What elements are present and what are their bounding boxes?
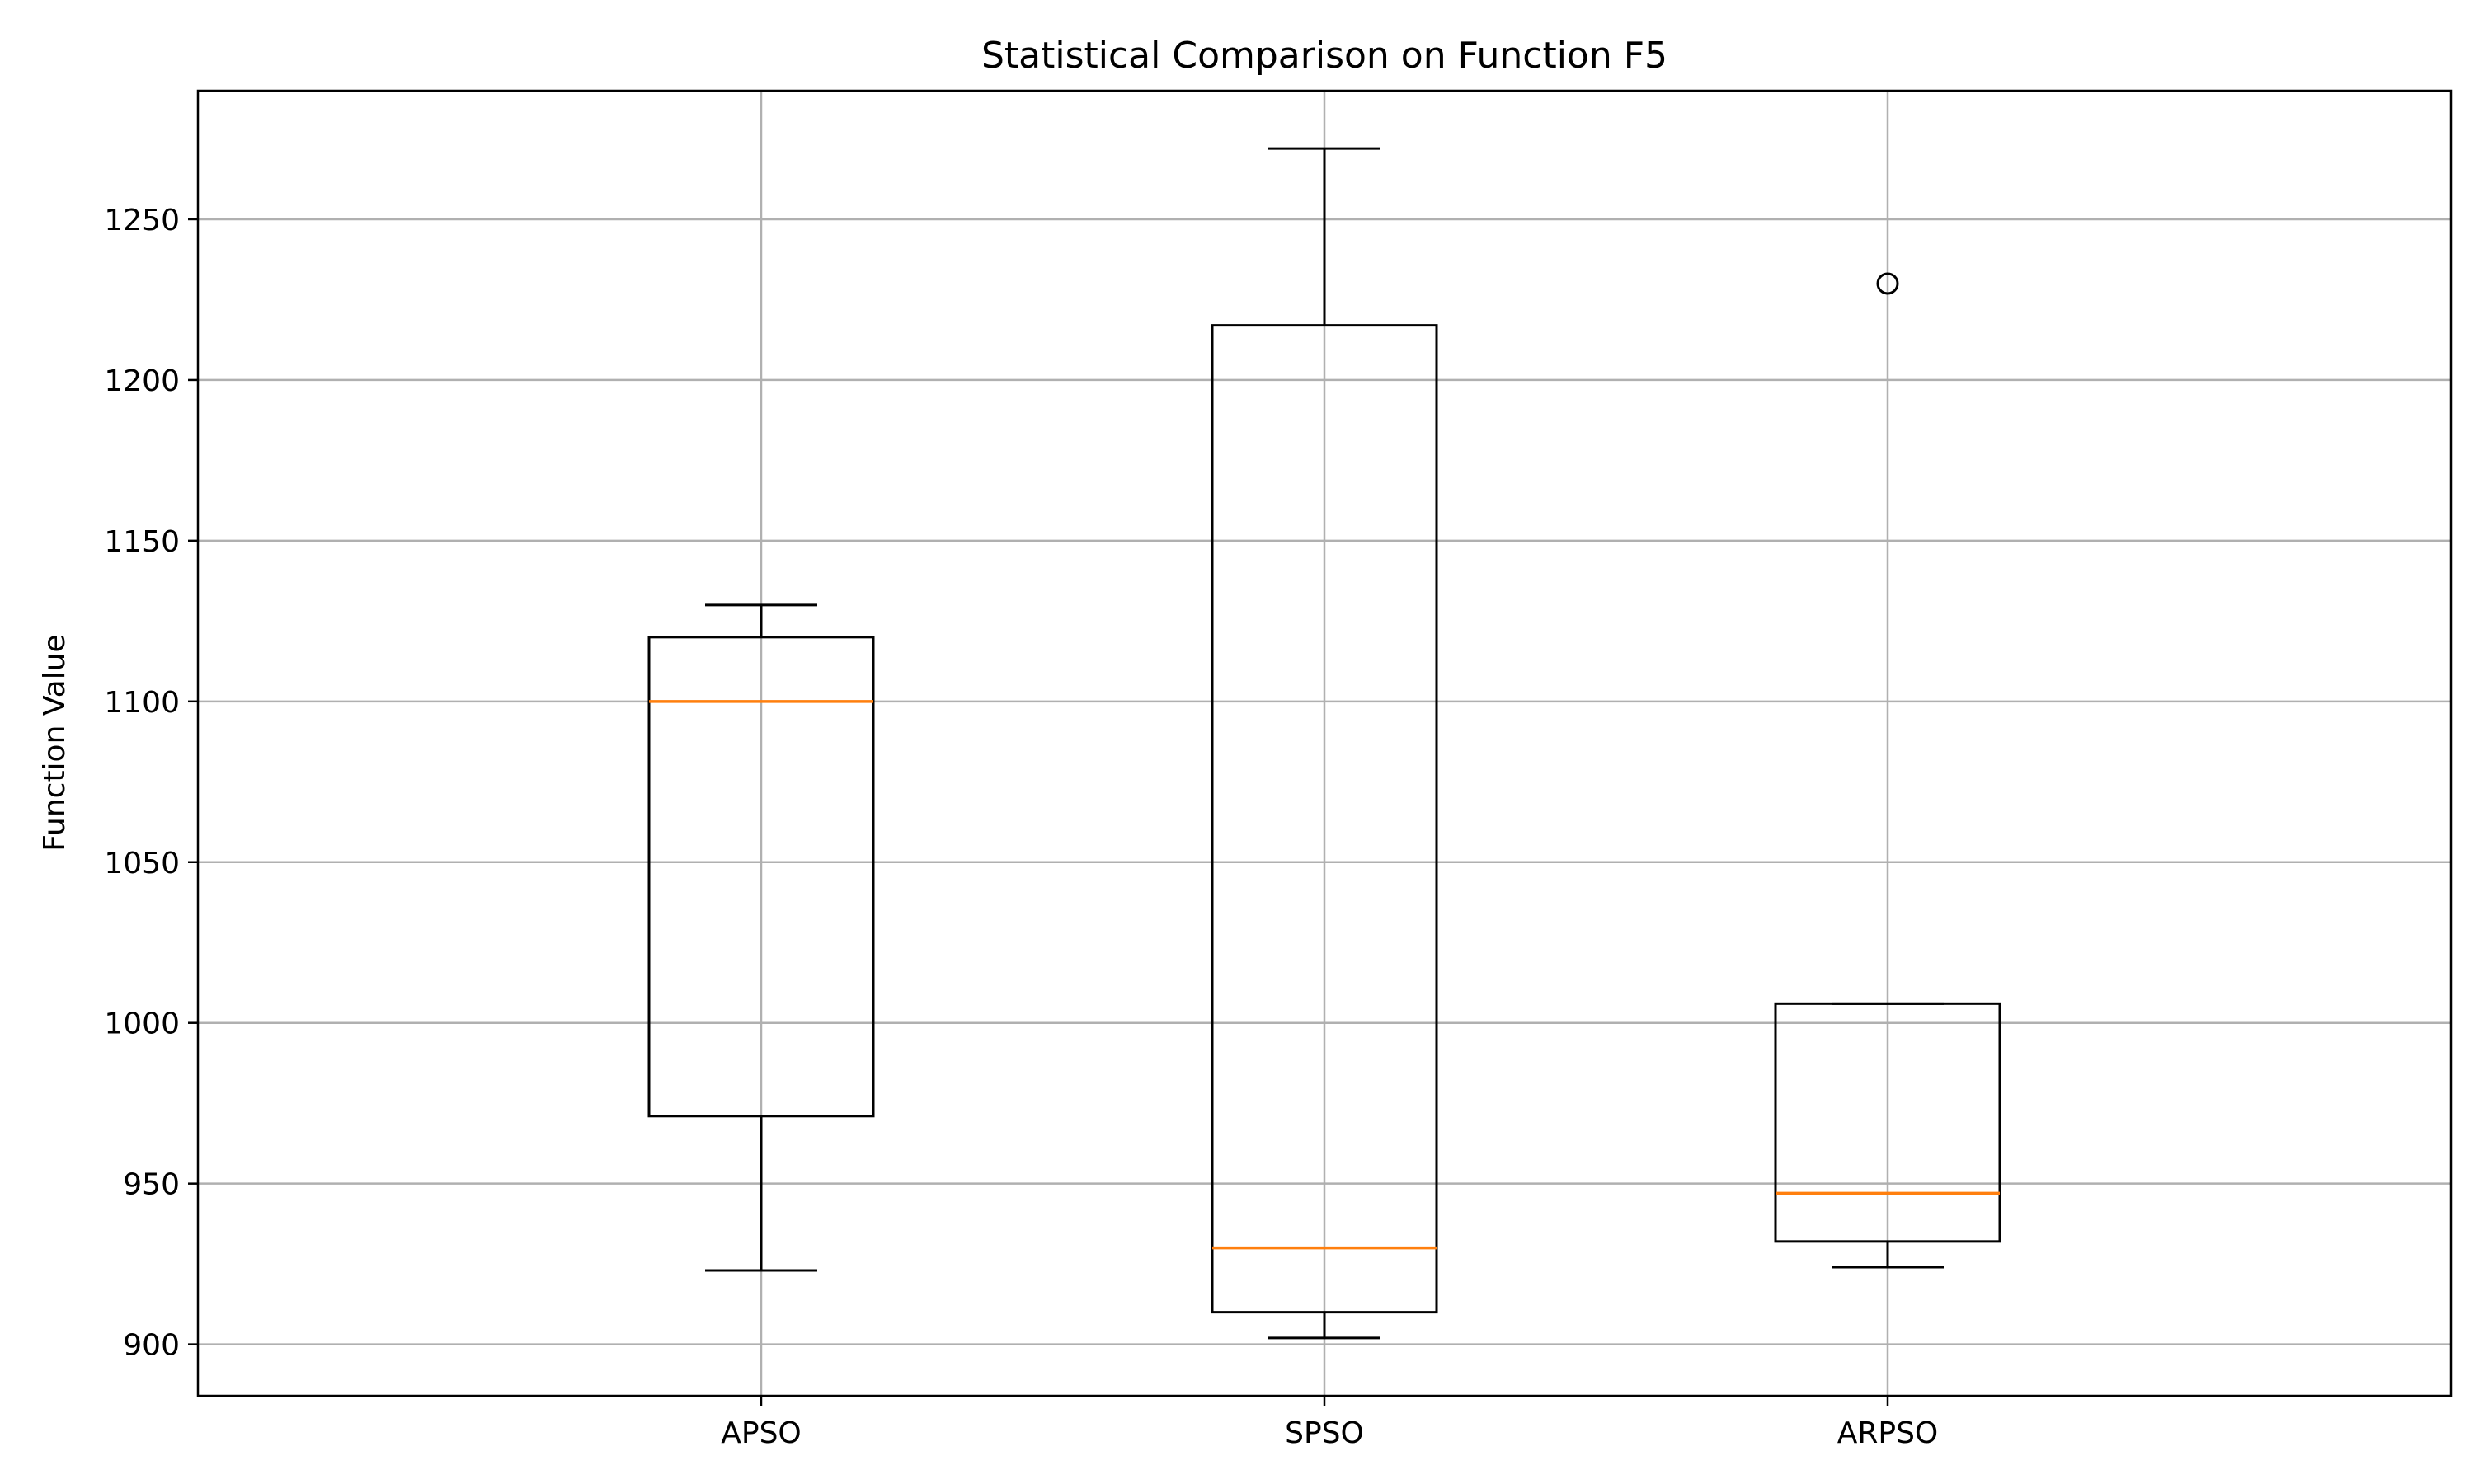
y-tick-label: 1250 — [104, 204, 180, 237]
box-arpso — [1774, 272, 2001, 1269]
y-tick-label: 1000 — [104, 1007, 180, 1041]
y-axis-label: Function Value — [38, 634, 72, 851]
y-tick-label: 1200 — [104, 364, 180, 398]
box-apso — [647, 603, 875, 1272]
x-tick-label: ARPSO — [1837, 1416, 1939, 1450]
y-tick-label: 900 — [123, 1329, 180, 1363]
x-tick-label: SPSO — [1285, 1416, 1364, 1450]
axis-ticks: 900 950 1000 1050 1100 1150 1200 1250 APSO SPSO AR… — [104, 204, 1938, 1450]
iqr-box — [647, 636, 875, 1118]
y-tick-label: 1050 — [104, 847, 180, 881]
y-tick-label: 1150 — [104, 525, 180, 559]
y-tick-label: 950 — [123, 1168, 180, 1202]
iqr-box — [1211, 324, 1438, 1314]
y-tick-label: 1100 — [104, 686, 180, 720]
grid-lines — [198, 91, 2451, 1396]
iqr-box — [1774, 1002, 2001, 1243]
box-spso — [1211, 147, 1438, 1340]
box-plots — [647, 147, 2001, 1340]
x-tick-label: APSO — [721, 1416, 802, 1450]
chart-title: Statistical Comparison on Function F5 — [981, 35, 1667, 77]
outlier-point — [1876, 272, 1899, 295]
